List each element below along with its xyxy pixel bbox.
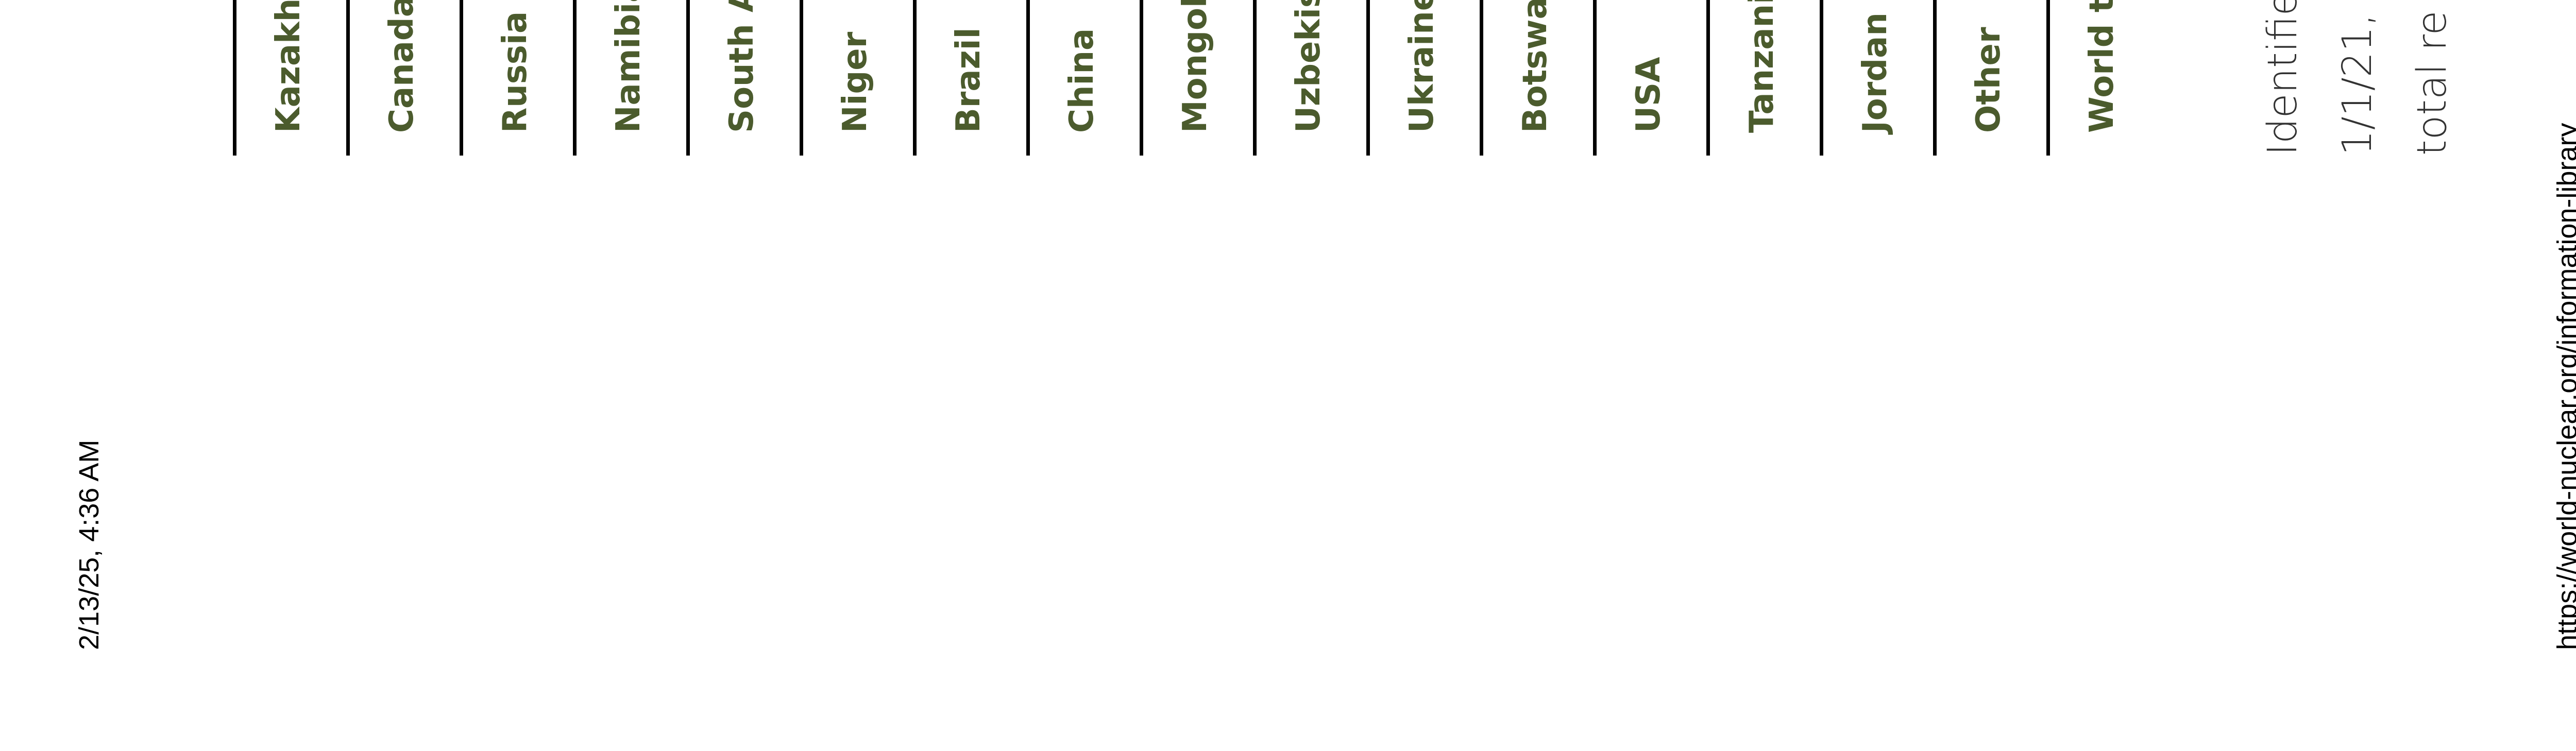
country-label: USA [1630, 57, 1668, 133]
column-divider [1140, 0, 1143, 156]
column-divider [800, 0, 803, 156]
note-line: Identified [2260, 0, 2306, 156]
column-divider [686, 0, 690, 156]
country-labels: Kazakhstan Canada Russia Namibia South A… [0, 0, 2164, 156]
country-label: World total [2083, 0, 2121, 133]
notes-text: Identified 1/1/21, total re [2257, 0, 2463, 165]
column-divider [1820, 0, 1823, 156]
column-divider [1480, 0, 1483, 156]
note-line: 1/1/21, [2334, 13, 2381, 156]
country-label: Canada [383, 0, 421, 133]
note-line: total re [2409, 10, 2455, 156]
country-label: China [1063, 28, 1101, 133]
country-label: Tanzania [1743, 0, 1781, 133]
column-divider [346, 0, 350, 156]
column-divider [460, 0, 463, 156]
country-label: Ukraine [1403, 0, 1441, 133]
column-divider [1253, 0, 1257, 156]
country-label: Russia [496, 11, 534, 133]
column-divider [1366, 0, 1370, 156]
country-label: Uzbekistan [1290, 0, 1328, 133]
column-divider [2046, 0, 2050, 156]
column-divider [1933, 0, 1937, 156]
country-label: Kazakhstan [269, 0, 308, 133]
column-divider [1706, 0, 1710, 156]
print-url: https://world-nuclear.org/information-li… [2552, 123, 2576, 650]
print-date-time: 2/13/25, 4:36 AM [74, 439, 105, 650]
column-divider [913, 0, 917, 156]
column-divider [573, 0, 577, 156]
country-label: Other [1970, 27, 2008, 133]
country-label: Namibia [609, 0, 648, 133]
country-label: Brazil [950, 27, 988, 133]
column-divider [1593, 0, 1597, 156]
country-label: Mongolia [1176, 0, 1214, 133]
country-label: Niger [836, 31, 874, 133]
country-label: South Africa [723, 0, 761, 133]
country-label: Jordan [1856, 12, 1894, 133]
country-label: Botswana [1516, 0, 1554, 133]
column-divider [233, 0, 236, 156]
column-divider [1026, 0, 1030, 156]
